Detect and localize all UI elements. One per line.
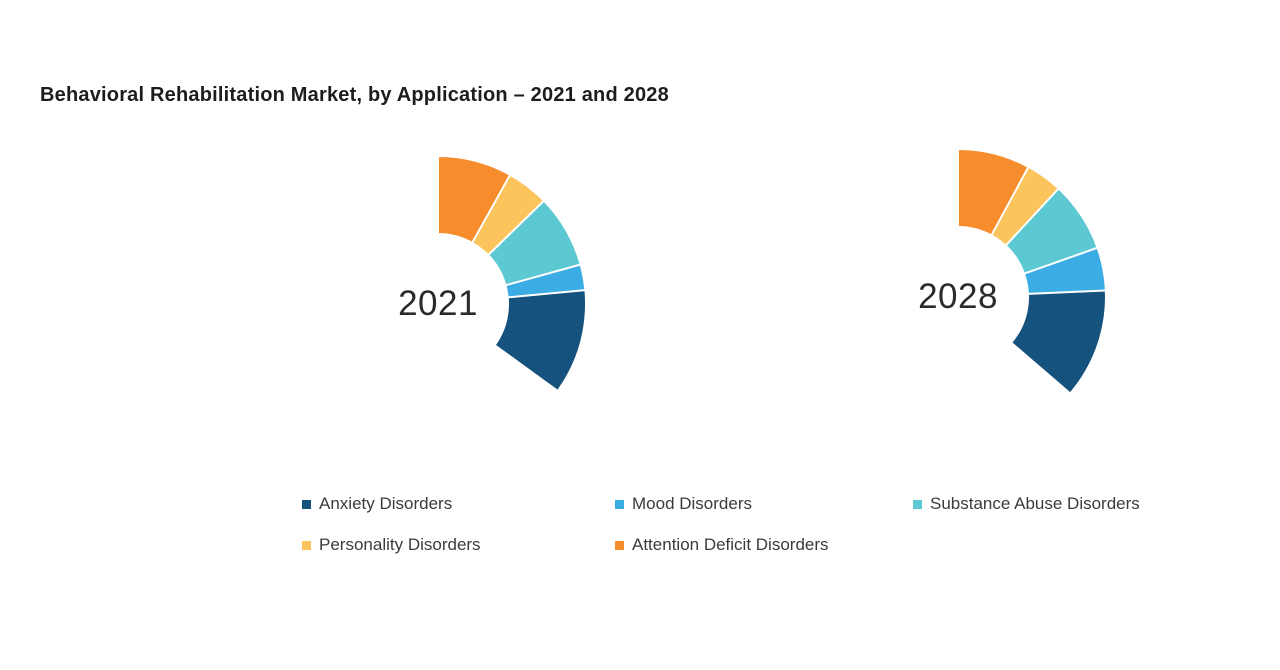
- legend-label: Substance Abuse Disorders: [930, 494, 1140, 513]
- legend-label: Mood Disorders: [632, 494, 752, 513]
- legend-item-personality-disorders: Personality Disorders: [302, 533, 481, 557]
- donut-slice-attention-deficit-disorders: [437, 155, 512, 244]
- legend-item-anxiety-disorders: Anxiety Disorders: [302, 492, 452, 516]
- legend-label: Attention Deficit Disorders: [632, 535, 829, 554]
- legend-item-attention-deficit-disorders: Attention Deficit Disorders: [615, 533, 829, 557]
- donut-chart-2028: 2028: [803, 142, 1113, 452]
- legend-swatch-icon: [615, 499, 624, 509]
- chart-title: Behavioral Rehabilitation Market, by App…: [40, 84, 669, 106]
- legend-item-substance-abuse-disorders: Substance Abuse Disorders: [913, 492, 1140, 516]
- legend-label: Anxiety Disorders: [319, 494, 453, 513]
- donut-2021-slices: [437, 155, 587, 392]
- donut-2028-slices: [957, 148, 1107, 395]
- donut-slice-attention-deficit-disorders: [957, 148, 1030, 237]
- legend-item-mood-disorders: Mood Disorders: [615, 492, 752, 516]
- legend-swatch-icon: [302, 540, 311, 550]
- legend-label: Personality Disorders: [319, 535, 481, 554]
- legend-swatch-icon: [913, 499, 922, 509]
- legend-swatch-icon: [302, 499, 311, 509]
- donut-chart-2021: 2021: [283, 149, 593, 459]
- legend-swatch-icon: [615, 540, 624, 550]
